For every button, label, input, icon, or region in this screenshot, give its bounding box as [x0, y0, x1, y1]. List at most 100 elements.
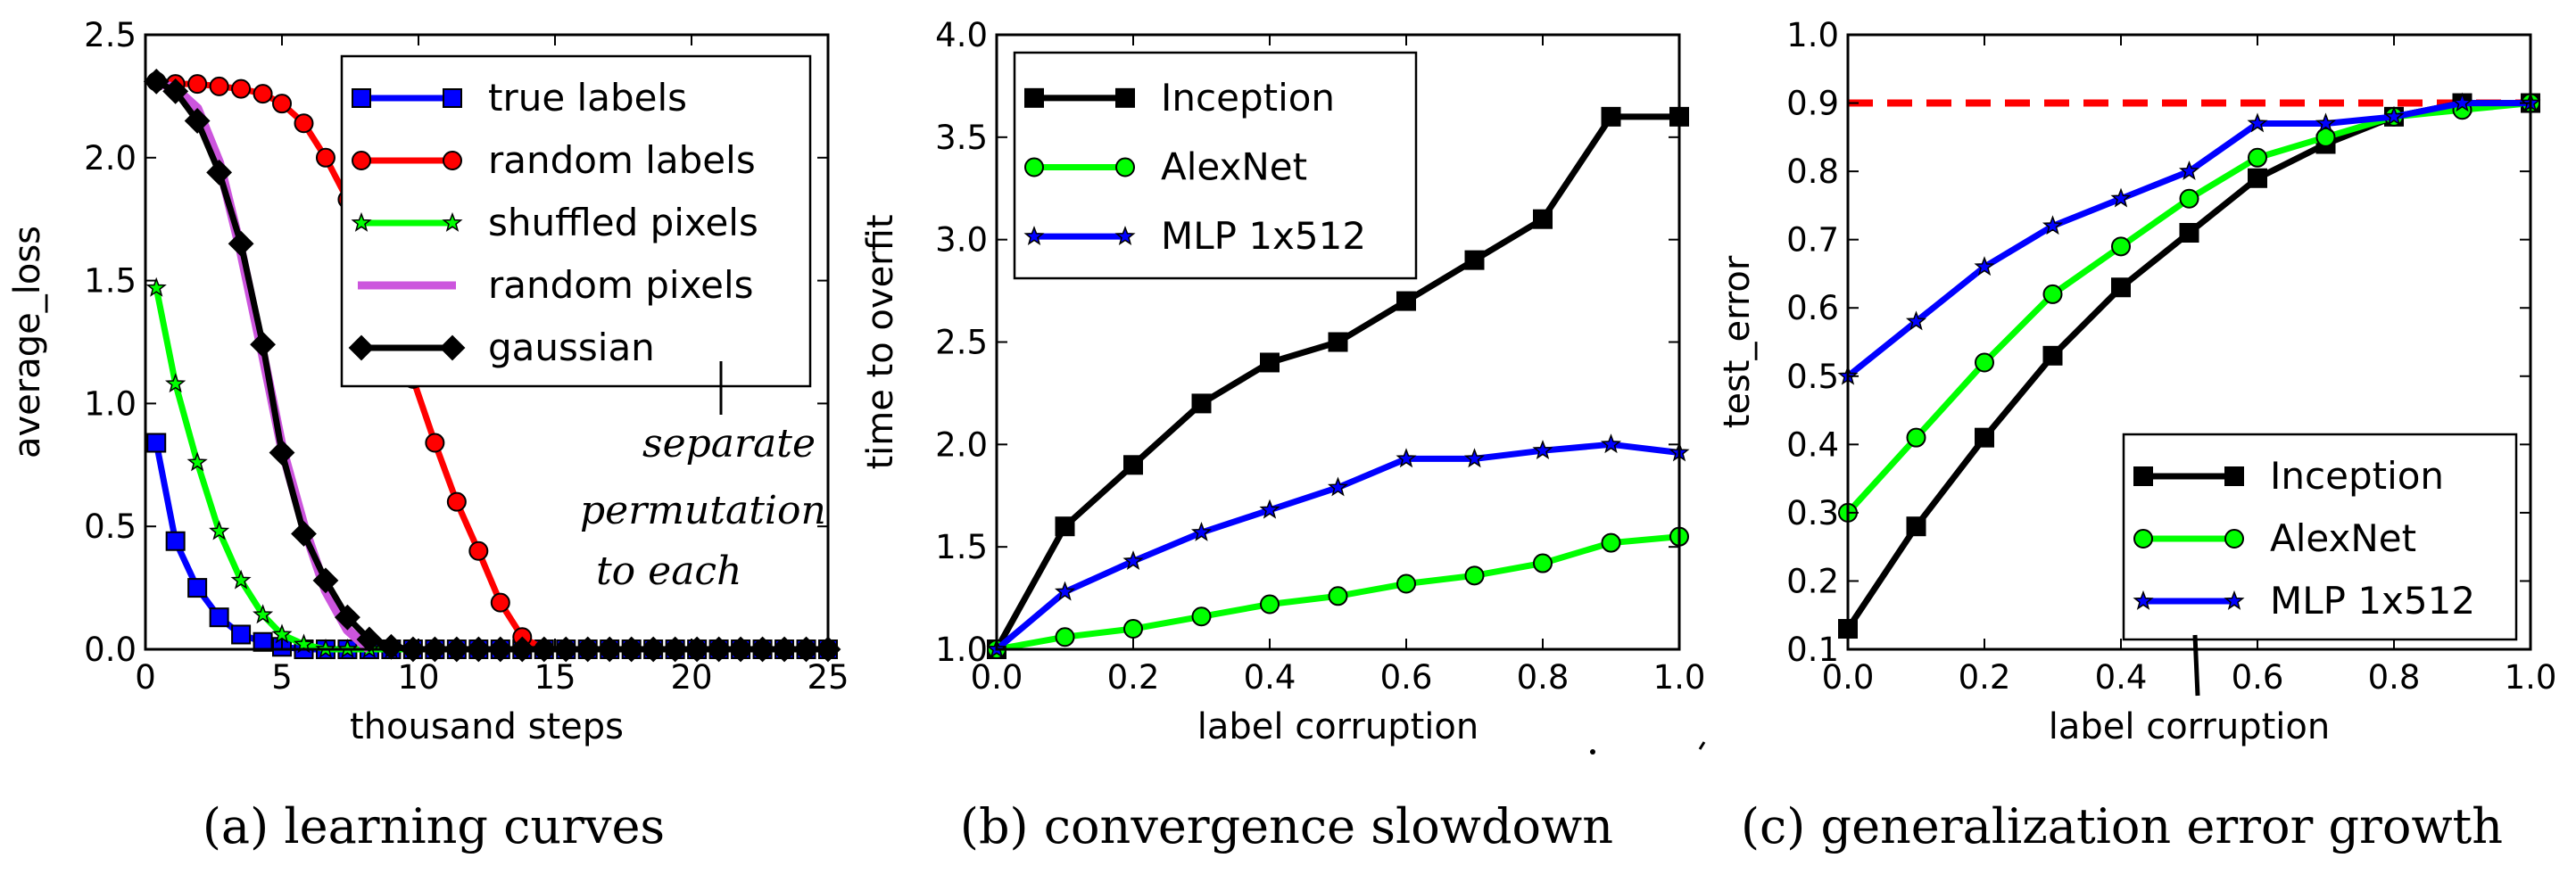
data-point [1055, 516, 1075, 537]
data-point [312, 567, 339, 594]
data-point [1601, 532, 1621, 553]
data-point [165, 373, 186, 393]
data-point [1532, 440, 1553, 460]
annotation-text: permutation [580, 488, 826, 533]
y-tick-label: 0.5 [1786, 358, 1839, 396]
data-point [1974, 256, 1995, 276]
legend-label: AlexNet [1161, 145, 1307, 189]
chart-panel-2: 0.0 0.2 0.4 0.6 0.8 1.0 1.0 1.5 2.0 2.5 3.0 3.5 4.0 l… [860, 16, 1705, 854]
data-point [2315, 127, 2336, 147]
legend-label: gaussian [488, 326, 655, 369]
legend-marker [2133, 466, 2153, 486]
data-point [1054, 581, 1076, 601]
data-point [1396, 573, 1416, 594]
legend-label: true labels [488, 76, 687, 120]
y-tick-label: 1.5 [935, 528, 988, 566]
data-point [272, 94, 292, 114]
x-axis-label: label corruption [2049, 706, 2330, 747]
data-point [2248, 147, 2267, 168]
x-tick-label: 5 [271, 658, 293, 697]
legend: Inception AlexNet MLP 1x512 [2122, 433, 2518, 641]
data-point [1975, 427, 1994, 448]
series-true-labels [146, 433, 838, 659]
data-point [2383, 105, 2405, 126]
legend-label: shuffled pixels [488, 201, 758, 244]
y-tick-label: 0.6 [1786, 289, 1839, 327]
y-tick-label: 0.1 [1786, 631, 1839, 669]
pen-mark [1698, 741, 1706, 750]
legend-marker [2133, 529, 2153, 549]
data-point [1396, 291, 1416, 311]
x-tick-label: 10 [397, 658, 439, 697]
annotation-text: to each [596, 549, 741, 594]
data-point [291, 521, 317, 547]
data-point [1191, 606, 1212, 627]
data-point [1601, 106, 1621, 127]
x-tick-label: 0.6 [2232, 658, 2284, 697]
data-point [250, 331, 276, 358]
data-point [490, 592, 510, 613]
legend-label: MLP 1x512 [1161, 214, 1366, 258]
data-point [315, 147, 335, 168]
data-point [253, 604, 274, 624]
x-axis-label: thousand steps [350, 706, 624, 747]
y-tick-label: 2.0 [935, 425, 988, 464]
legend-marker [2224, 529, 2244, 549]
data-point [1464, 250, 1485, 270]
data-point [145, 276, 167, 297]
y-tick-label: 2.5 [84, 16, 137, 54]
x-tick-label: 0.2 [1107, 658, 1160, 697]
data-point [1463, 448, 1486, 468]
legend-marker [351, 211, 372, 232]
data-point [2451, 92, 2473, 112]
data-point [1327, 476, 1349, 497]
y-tick-label: 0.5 [84, 507, 137, 546]
data-point [1975, 352, 1994, 373]
pen-mark [1590, 749, 1595, 755]
data-point [2042, 345, 2063, 366]
data-point [2315, 112, 2337, 133]
chart-panel-3: 0.0 0.2 0.4 0.6 0.8 1.0 0.1 0.2 0.3 0.4 0.5 0.6 0.7 0… [1717, 16, 2556, 854]
panel-caption: (c) generalization error growth [1741, 798, 2503, 854]
legend-marker [443, 151, 462, 170]
x-tick-label: 0.2 [1959, 658, 2011, 697]
data-point [1259, 499, 1280, 519]
data-point [294, 113, 314, 134]
data-point [1533, 553, 1553, 573]
y-tick-label: 0.8 [1786, 153, 1839, 191]
data-point [1260, 352, 1280, 373]
x-tick-label: 0.0 [1822, 658, 1875, 697]
data-point [269, 440, 295, 466]
legend-marker [2224, 466, 2244, 486]
x-tick-label: 0.4 [1244, 658, 1296, 697]
panel-caption: (b) convergence slowdown [960, 798, 1613, 854]
y-axis-label: time to overfit [860, 214, 901, 469]
legend-label: AlexNet [2270, 516, 2416, 560]
axes-frame [144, 33, 830, 651]
data-point [162, 78, 189, 104]
data-point [231, 624, 252, 645]
data-point [1123, 455, 1143, 475]
legend-marker [352, 88, 371, 108]
chart-panel-1: 0 5 10 15 20 25 0.0 0.5 1.0 1.5 2.0 2.5 thousand ste… [7, 16, 849, 854]
data-point [1328, 586, 1348, 606]
legend-marker [348, 334, 375, 361]
legend-marker [1115, 157, 1135, 177]
x-tick-label: 0.0 [971, 658, 1023, 697]
data-point [2042, 215, 2064, 235]
data-point [1260, 594, 1280, 615]
y-tick-label: 1.0 [1786, 16, 1839, 54]
data-point [1328, 332, 1348, 352]
x-tick-label: 0.8 [1517, 658, 1570, 697]
data-point [1600, 433, 1622, 454]
data-point [146, 433, 167, 453]
y-tick-label: 2.0 [84, 139, 137, 177]
x-tick-label: 1.0 [1653, 658, 1706, 697]
y-tick-label: 1.5 [84, 262, 137, 301]
legend-marker [1024, 157, 1044, 177]
legend-label: MLP 1x512 [2270, 579, 2475, 623]
data-point [1905, 310, 1927, 331]
data-point [356, 626, 383, 653]
data-point [2111, 277, 2131, 298]
